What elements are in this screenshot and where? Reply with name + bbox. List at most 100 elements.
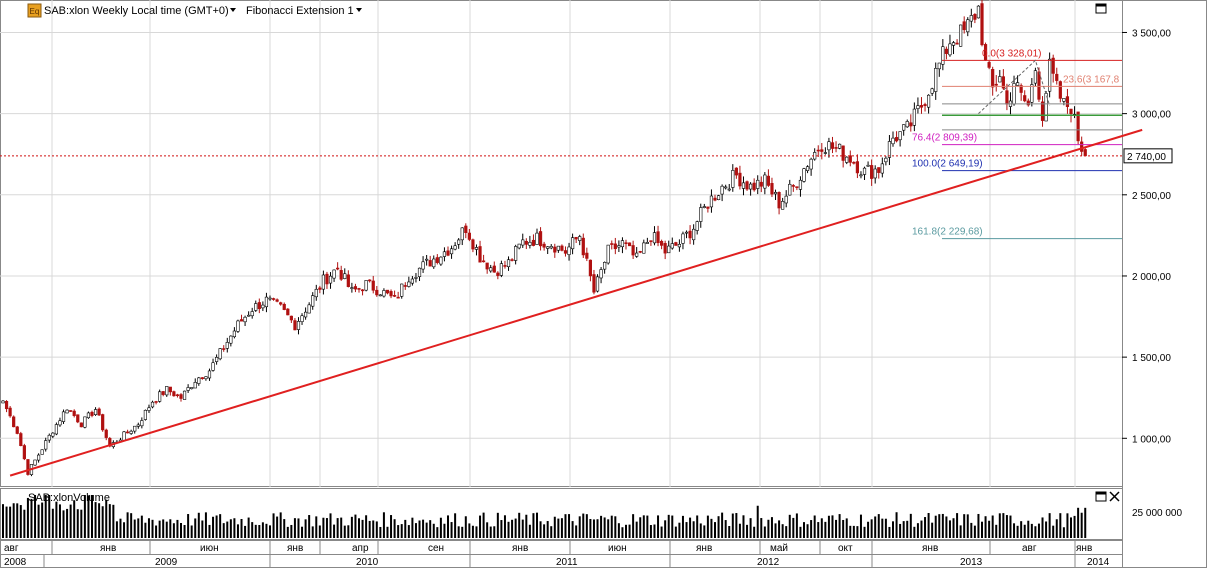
volume-bar (664, 520, 667, 538)
volume-bar (970, 522, 973, 538)
candle-body (464, 225, 468, 233)
candle-body (620, 240, 625, 248)
candle-body (973, 14, 977, 20)
candle-body (165, 386, 169, 396)
volume-bar (874, 516, 877, 538)
candle-body (617, 245, 621, 248)
candle-body (692, 228, 696, 241)
volume-bar (1041, 517, 1044, 538)
volume-bar (358, 518, 360, 538)
fib-level-label: 0.0(3 328,01) (982, 48, 1042, 59)
candle-body (147, 407, 151, 411)
volume-bar (187, 514, 190, 538)
candle-body (467, 232, 471, 240)
volume-bar (867, 521, 870, 538)
candle-body (937, 62, 941, 70)
candle-body (410, 278, 415, 284)
volume-bar (301, 526, 304, 538)
candle-body (595, 276, 600, 292)
trendline-line[interactable] (9, 128, 1143, 477)
volume-bar (625, 524, 627, 538)
fib-level-label: 161.8(2 229,68) (912, 227, 983, 238)
candle-body (553, 246, 557, 253)
candle-body (1069, 108, 1073, 115)
volume-bar (44, 495, 47, 538)
candle-body (389, 291, 393, 297)
volume-bar (902, 521, 905, 538)
candle-body (756, 179, 760, 189)
volume-bar (393, 519, 396, 538)
indicator-label[interactable]: Fibonacci Extension 1 (246, 5, 354, 17)
candle-body (296, 321, 301, 330)
volume-bars (2, 495, 1087, 538)
volume-close-icon[interactable] (1109, 491, 1120, 502)
candle-body (15, 426, 19, 434)
candle-body (521, 239, 525, 246)
volume-bar (1080, 512, 1083, 538)
candle-body (175, 394, 180, 397)
candle-body (951, 42, 956, 46)
volume-bar (236, 524, 239, 538)
candle-body (76, 414, 80, 423)
candle-body (325, 273, 329, 285)
fib-anchor-line[interactable] (978, 59, 1051, 114)
symbol-label[interactable]: SAB:xlon Weekly Local time (GMT+0) (44, 5, 229, 17)
candle-body (435, 257, 439, 263)
year-tick-label: 2014 (1087, 557, 1110, 568)
volume-maximize-icon[interactable] (1095, 491, 1107, 502)
candle-body (275, 299, 279, 302)
volume-bar (5, 506, 8, 538)
candle-body (514, 246, 518, 261)
logo-icon[interactable] (27, 3, 42, 18)
month-tick-label: окт (838, 543, 853, 554)
volume-bar (938, 514, 941, 538)
volume-bar (479, 515, 482, 538)
volume-bar (767, 519, 770, 538)
candle-body (827, 141, 831, 151)
volume-bar (849, 525, 852, 538)
candle-body (439, 256, 443, 265)
volume-bar (112, 504, 115, 538)
candle-body (635, 252, 639, 257)
candle-body (268, 297, 272, 300)
candle-body (510, 259, 514, 261)
volume-bar (877, 514, 880, 538)
candle-body (845, 156, 849, 163)
volume-bar (422, 519, 425, 538)
candle-body (987, 62, 991, 68)
candle-body (873, 168, 877, 179)
candle-body (866, 164, 870, 167)
month-tick-label: янв (100, 543, 116, 554)
volume-bar (824, 521, 827, 538)
volume-bar (115, 521, 118, 538)
symbol-dropdown-icon[interactable] (230, 8, 236, 12)
fibonacci-extension[interactable]: 0.0(3 328,01) 23.6(3 167,8 76.4(2 809,39) 1… (912, 48, 1122, 240)
candle-body (706, 206, 710, 209)
candle-body (649, 240, 653, 242)
volume-bar (208, 524, 211, 538)
indicator-dropdown-icon[interactable] (356, 8, 362, 12)
candle-body (546, 246, 550, 249)
volume-bar (443, 523, 446, 538)
volume-bar (183, 525, 186, 538)
volume-bar (1023, 524, 1026, 538)
candle-body (674, 242, 678, 246)
candle-body (86, 412, 91, 419)
volume-bar (981, 521, 983, 538)
year-tick-label: 2008 (4, 557, 27, 568)
volume-bar (649, 525, 652, 538)
candle-body (496, 272, 500, 276)
candle-body (150, 401, 155, 408)
candle-body (1080, 141, 1084, 152)
candle-body (1076, 111, 1080, 142)
trendline[interactable] (9, 128, 1143, 477)
candle-body (289, 315, 293, 321)
candle-body (517, 243, 521, 249)
candle-body (784, 195, 788, 204)
volume-bar (30, 498, 33, 538)
candle-body (656, 231, 660, 244)
volume-bar (977, 513, 980, 538)
maximize-icon[interactable] (1095, 3, 1107, 14)
candle-body (318, 287, 322, 290)
volume-bar (58, 504, 61, 538)
